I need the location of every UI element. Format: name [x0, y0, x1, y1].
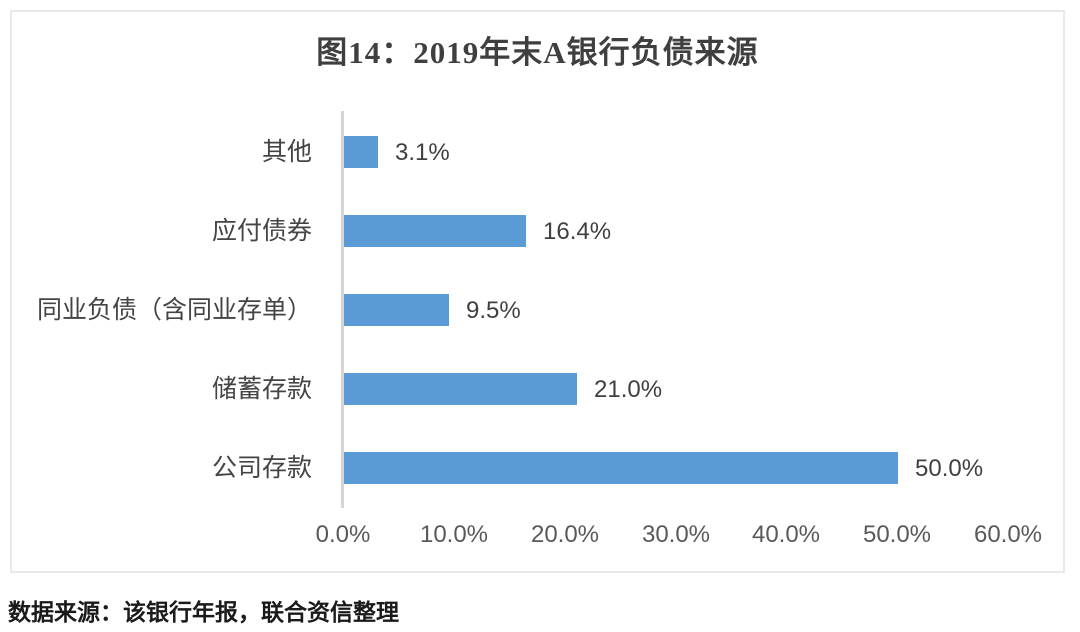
value-label: 3.1%	[395, 139, 450, 166]
x-tick-label: 50.0%	[862, 521, 932, 548]
chart-border-box	[10, 10, 1065, 573]
category-label: 其他	[261, 138, 312, 166]
x-tick-label: 40.0%	[751, 521, 821, 548]
value-label: 21.0%	[594, 376, 663, 403]
x-tick-label: 10.0%	[419, 521, 489, 548]
chart-title: 图14：2019年末A银行负债来源	[316, 35, 759, 70]
bar	[344, 452, 898, 484]
x-tick-label: 20.0%	[530, 521, 600, 548]
source-note: 数据来源：该银行年报，联合资信整理	[8, 600, 399, 625]
category-label: 应付债券	[211, 217, 312, 245]
category-label: 同业负债（含同业存单）	[36, 296, 312, 324]
bar	[344, 373, 577, 405]
x-tick-label: 30.0%	[641, 521, 711, 548]
x-tick-label: 0.0%	[315, 521, 371, 548]
category-label: 储蓄存款	[211, 375, 312, 403]
y-axis-line	[341, 111, 344, 508]
value-label: 16.4%	[543, 218, 612, 245]
bar	[344, 294, 449, 326]
x-tick-label: 60.0%	[973, 521, 1043, 548]
bar	[344, 215, 526, 247]
value-label: 50.0%	[915, 455, 984, 482]
value-label: 9.5%	[466, 297, 521, 324]
bar	[344, 136, 378, 168]
category-label: 公司存款	[211, 454, 312, 482]
